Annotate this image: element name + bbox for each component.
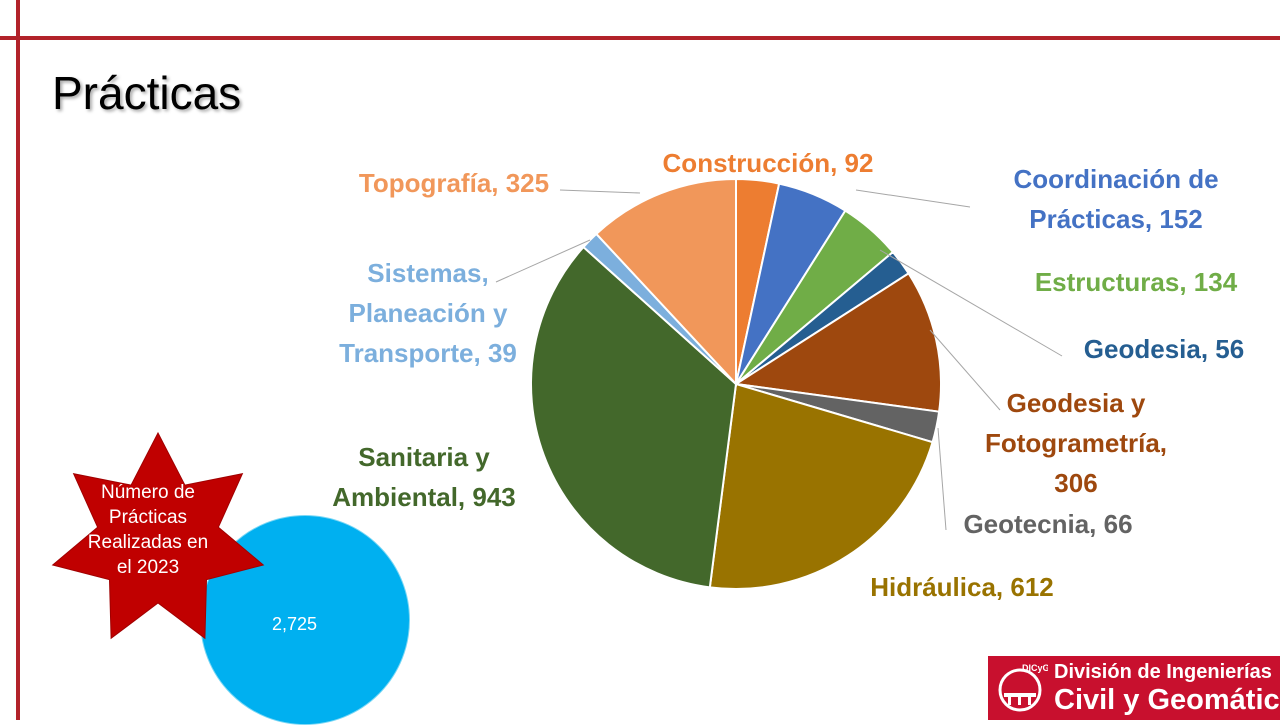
division-logo: DICyG División de Ingenierías Civil y Ge…	[988, 656, 1280, 720]
badge-caption-line: Número de	[101, 482, 195, 503]
leader-line-topografia	[559, 189, 641, 194]
data-label-line: Topografía, 325	[359, 168, 549, 198]
data-label-line: Planeación y	[349, 298, 508, 328]
badge-star-icon	[51, 431, 265, 640]
leader-line-geodesia	[879, 249, 1063, 357]
badge-caption-line: Realizadas en	[87, 532, 209, 553]
data-label-line: Ambiental, 943	[332, 482, 516, 512]
data-label-sistemas-planeacion-y-transporte: Sistemas, Planeación y Transporte, 39	[339, 258, 517, 368]
badge-caption-line: Prácticas	[108, 507, 188, 528]
data-label-hidraulica: Hidráulica, 612	[870, 572, 1054, 602]
pie-slice-geodesia-y-fotogrametria	[733, 271, 942, 413]
data-label-line: Coordinación de	[1013, 164, 1218, 194]
data-label-line: 306	[1054, 468, 1097, 498]
data-label-construccion: Construcción, 92	[663, 148, 874, 178]
badge-caption-line: el 2023	[116, 557, 180, 578]
pie-slice-sanitaria-y-ambiental	[530, 245, 738, 589]
data-label-sanitaria-y-ambiental: Sanitaria y Ambiental, 943	[332, 442, 516, 512]
leader-line-coordinacion-de-practicas	[855, 189, 971, 208]
data-label-geodesia: Geodesia, 56	[1084, 334, 1244, 364]
dicyg-emblem-icon: DICyG	[998, 663, 1048, 712]
slide-title: Prácticas	[52, 67, 242, 119]
data-label-line: Hidráulica, 612	[870, 572, 1054, 602]
badge-caption: Número de Prácticas Realizadas en el 202…	[78, 480, 218, 580]
data-label-line: Geotecnia, 66	[963, 509, 1132, 539]
pie-slice-topografia	[594, 177, 737, 387]
leader-line-geodesia-y-fotogrametria	[929, 329, 1001, 411]
pie-slice-hidraulica	[708, 382, 934, 590]
data-label-line: Sistemas,	[367, 258, 488, 288]
data-label-topografia: Topografía, 325	[359, 168, 549, 198]
data-label-line: Estructuras, 134	[1035, 267, 1238, 297]
data-label-line: Prácticas, 152	[1029, 204, 1202, 234]
data-label-estructuras: Estructuras, 134	[1035, 267, 1238, 297]
logo-line-1: División de Ingenierías	[1054, 661, 1272, 683]
left-vertical-rule	[16, 0, 20, 720]
data-label-line: Sanitaria y	[358, 442, 490, 472]
data-label-coordinacion-de-practicas: Coordinación de Prácticas, 152	[1013, 164, 1218, 234]
data-label-line: Geodesia y	[1007, 388, 1146, 418]
data-label-line: Construcción, 92	[663, 148, 874, 178]
leader-line-geotecnia	[937, 427, 947, 531]
data-label-line: Geodesia, 56	[1084, 334, 1244, 364]
total-value: 2,725	[272, 614, 318, 634]
logo-emblem-text: DICyG	[1022, 663, 1048, 673]
data-label-line: Fotogrametría,	[985, 428, 1167, 458]
data-label-geotecnia: Geotecnia, 66	[963, 509, 1132, 539]
leader-line-sistemas-planeacion-y-transporte	[495, 239, 591, 283]
top-horizontal-rule	[0, 36, 1280, 40]
data-label-geodesia-y-fotogrametria: Geodesia y Fotogrametría, 306	[985, 388, 1167, 498]
data-label-line: Transporte, 39	[339, 338, 517, 368]
logo-line-2: Civil y Geomática	[1054, 684, 1280, 716]
